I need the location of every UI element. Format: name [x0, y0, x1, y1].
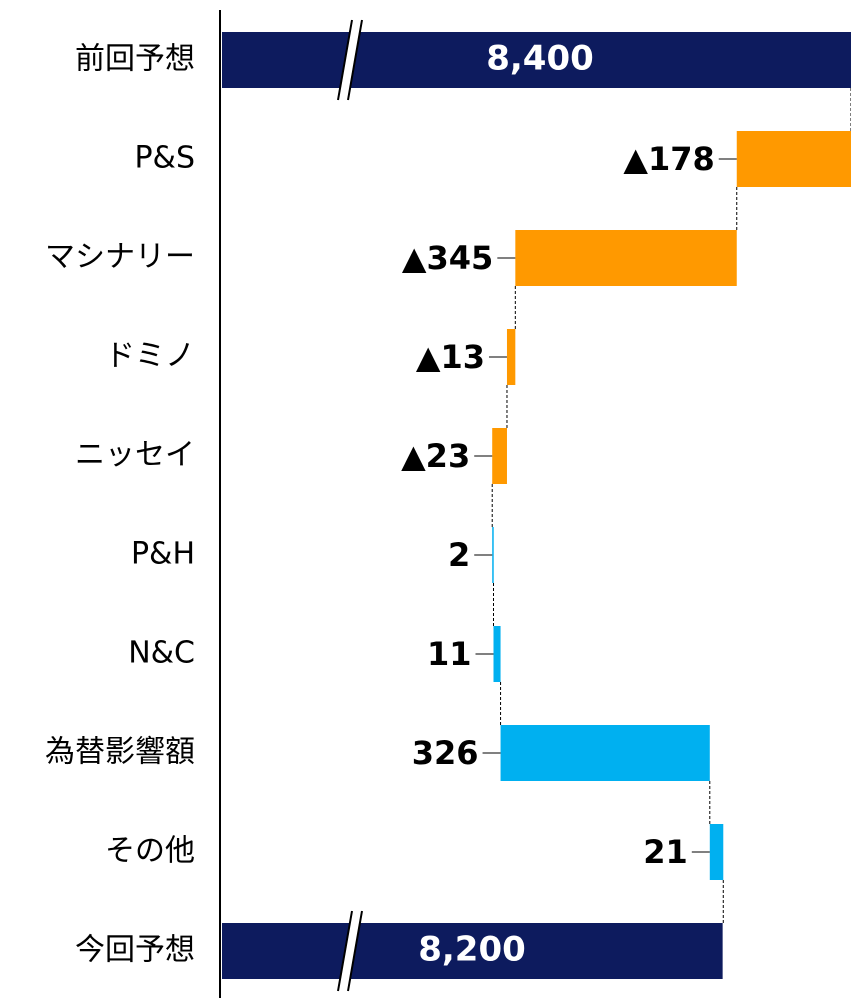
- category-label: その他: [105, 834, 195, 869]
- bar: [736, 131, 851, 187]
- axis-break-line: [337, 19, 353, 101]
- bar: [709, 824, 724, 880]
- value-label: 8,200: [418, 930, 526, 970]
- axis-break-line: [337, 910, 353, 992]
- category-label: 今回予想: [75, 933, 195, 968]
- axis-break-line: [347, 19, 363, 101]
- bar: [515, 230, 737, 286]
- value-label: 8,400: [486, 39, 594, 79]
- value-label: 326: [412, 734, 479, 772]
- axis-break-line: [347, 910, 363, 992]
- category-label: ドミノ: [105, 339, 195, 374]
- total-bar: [222, 923, 723, 979]
- bar: [493, 626, 501, 682]
- bar: [500, 725, 710, 781]
- total-bar: [222, 32, 851, 88]
- value-label: ▲13: [416, 338, 485, 376]
- value-label: ▲345: [402, 239, 493, 277]
- bar: [492, 527, 494, 583]
- value-label: ▲23: [401, 437, 470, 475]
- value-label: 21: [643, 833, 688, 871]
- category-label: P&H: [131, 537, 195, 572]
- category-label: N&C: [128, 636, 195, 671]
- value-label: 2: [448, 536, 470, 574]
- bar: [492, 428, 507, 484]
- category-label: マシナリー: [45, 240, 195, 275]
- category-label: 為替影響額: [45, 735, 195, 770]
- category-label: P&S: [134, 141, 195, 176]
- value-label: 11: [427, 635, 472, 673]
- category-label: 前回予想: [75, 42, 195, 77]
- value-label: ▲178: [623, 140, 714, 178]
- bar: [506, 329, 516, 385]
- category-label: ニッセイ: [75, 438, 195, 473]
- axis-break: [338, 911, 362, 991]
- axis-break: [338, 20, 362, 100]
